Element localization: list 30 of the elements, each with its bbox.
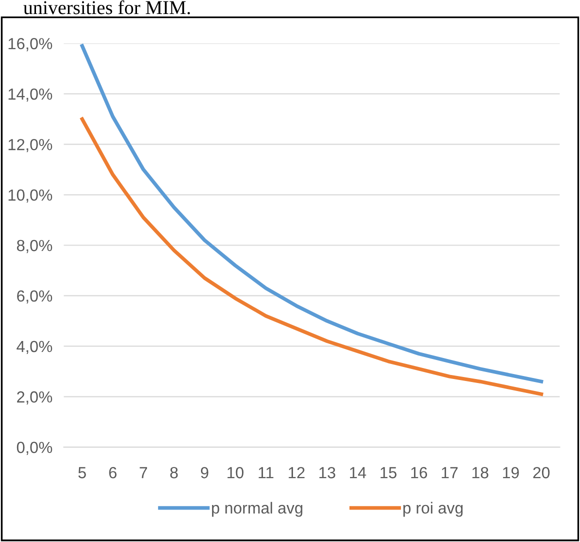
legend-label: p normal avg [212,502,302,517]
y-tick-label: 10,0% [8,189,52,203]
x-tick-label: 17 [442,467,458,478]
text: universities for MIM. [23,0,190,14]
y-tick-label: 12,0% [8,138,52,152]
x-tick-label: 7 [140,467,148,478]
x-tick-label: 15 [380,467,396,478]
legend-label: p roi avg [403,502,463,517]
y-tick-label: 0,0% [16,442,52,455]
x-tick-label: 5 [78,467,86,478]
x-tick-label: 16 [411,467,428,478]
x-tick-label: 9 [200,467,208,478]
x-tick-label: 14 [350,467,366,478]
x-tick-label: 13 [319,467,336,478]
x-tick-label: 12 [288,467,305,478]
x-tick-label: 18 [472,467,488,478]
x-tick-label: 10 [228,467,244,478]
x-tick-label: 19 [503,467,519,478]
y-tick-label: 8,0% [16,240,52,254]
line-series [80,117,544,396]
y-tick-label: 6,0% [17,290,52,304]
x-tick-label: 20 [533,467,550,478]
x-tick-label: 11 [258,467,274,478]
y-tick-label: 2,0% [17,391,52,405]
x-tick-label: 8 [170,467,178,478]
x-tick-label: 6 [109,467,117,478]
y-tick-label: 16,0% [8,38,52,52]
y-tick-label: 4,0% [16,340,52,354]
line-series [80,44,544,384]
y-tick-label: 14,0% [8,88,52,102]
